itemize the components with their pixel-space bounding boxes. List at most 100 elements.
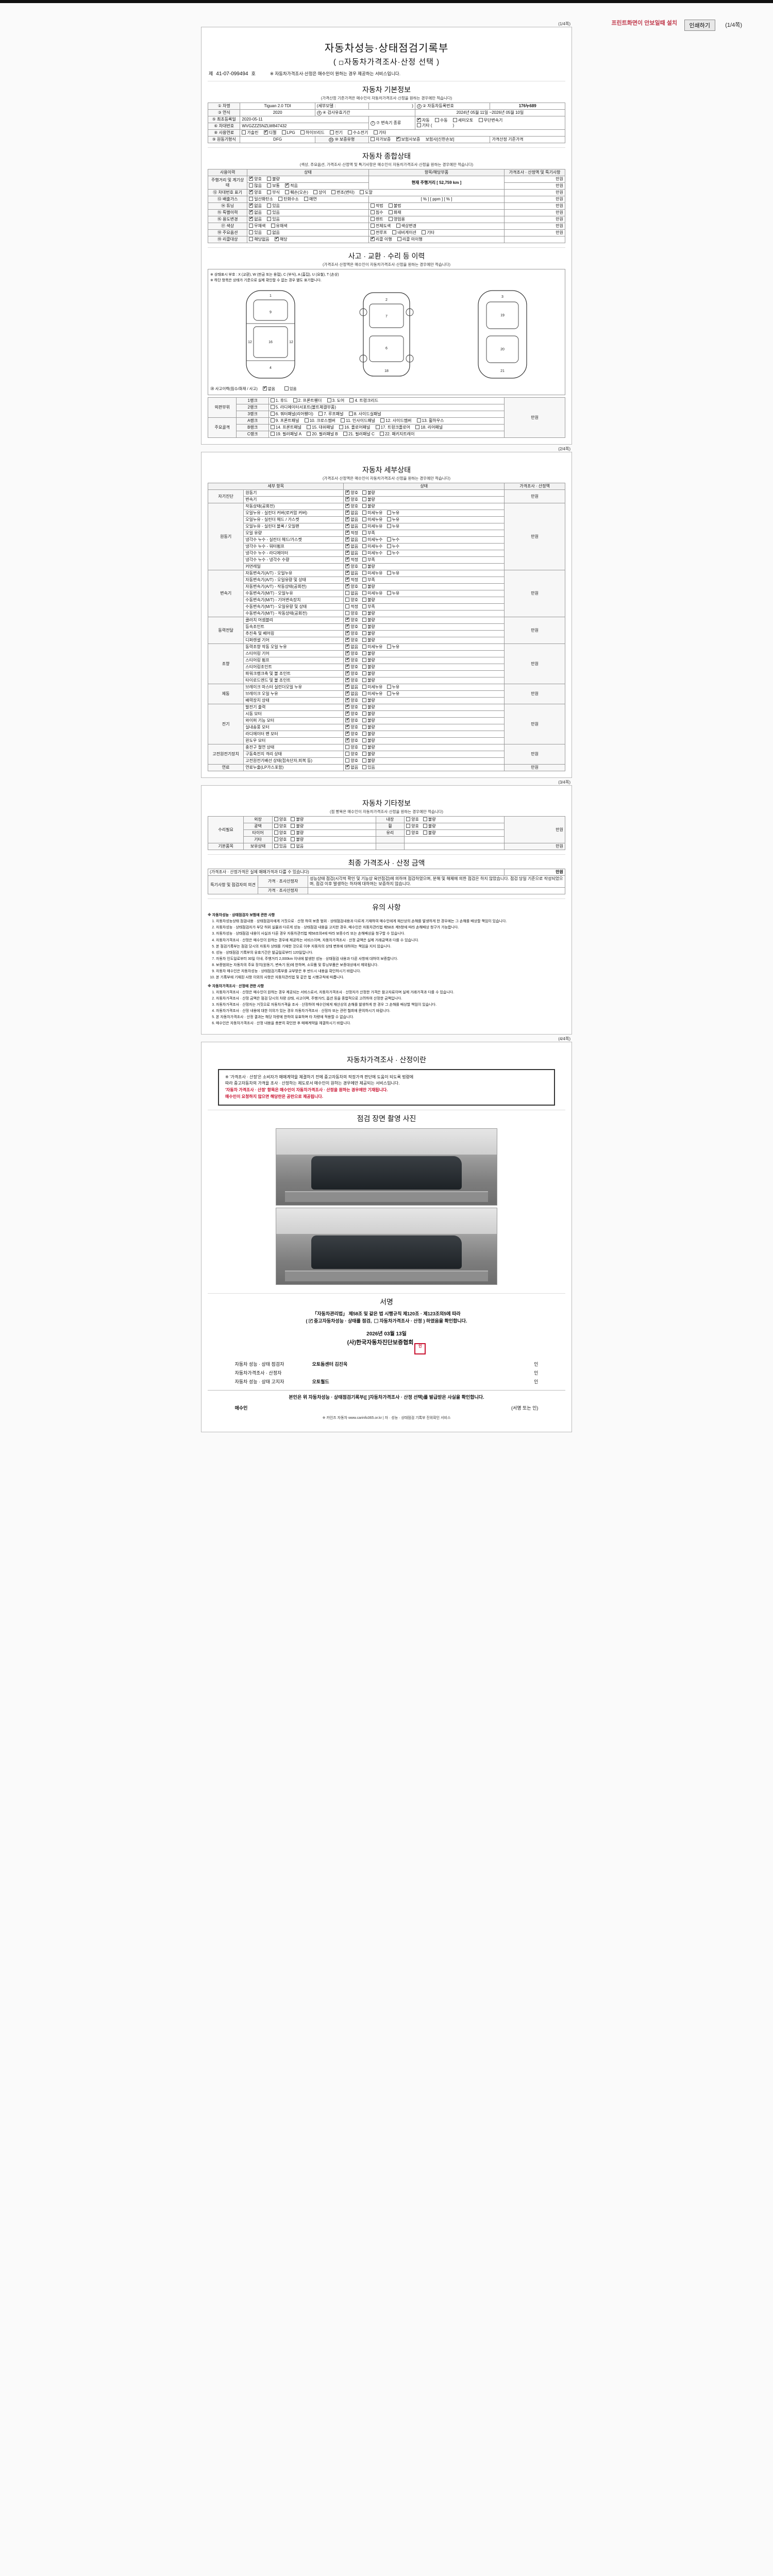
- opt-d42[interactable]: 적정: [345, 604, 358, 609]
- opt-d85[interactable]: 양호: [345, 737, 358, 743]
- opt-d39[interactable]: 누유: [386, 591, 399, 596]
- opt-d0[interactable]: 양호: [345, 489, 358, 496]
- checkbox-d68[interactable]: [362, 685, 367, 689]
- checkbox-d65[interactable]: [345, 677, 350, 682]
- color-opt-chromatic[interactable]: 유채색: [271, 224, 288, 229]
- checkbox-d21[interactable]: [362, 544, 367, 548]
- checkbox-colorchange[interactable]: [396, 224, 400, 228]
- opt-d83[interactable]: 양호: [345, 731, 358, 737]
- checkbox-recall-done[interactable]: [370, 236, 375, 241]
- checkbox-insurer-warranty[interactable]: [396, 136, 400, 141]
- opt-d35[interactable]: 양호: [345, 583, 358, 589]
- checkbox-d54[interactable]: [345, 643, 350, 649]
- checkbox-auto[interactable]: [416, 117, 421, 122]
- checkbox-tuning-none[interactable]: [249, 202, 254, 208]
- checkbox-e105[interactable]: [406, 831, 411, 835]
- transmission-opt-cvt[interactable]: 무단변속기: [478, 117, 502, 123]
- checkbox-wheel-house[interactable]: [416, 418, 421, 422]
- checkbox-d13[interactable]: [362, 524, 367, 528]
- opt-e103[interactable]: 양호: [274, 831, 287, 836]
- checkbox-tuning-illegal[interactable]: [388, 204, 393, 208]
- opt-d52[interactable]: 양호: [345, 637, 358, 643]
- checkbox-trunk-lid[interactable]: [349, 398, 354, 402]
- checkbox-e109[interactable]: [274, 844, 278, 848]
- checkbox-co[interactable]: [249, 197, 254, 201]
- opt-d41[interactable]: 불량: [362, 598, 375, 603]
- color-item-colorchange[interactable]: 색상변경: [396, 224, 416, 229]
- checkbox-d34[interactable]: [362, 578, 367, 582]
- transmission-opt-manual[interactable]: 수동: [434, 117, 448, 123]
- usechange-opt-yes[interactable]: 있음: [267, 217, 280, 222]
- checkbox-radiator-support[interactable]: [270, 405, 275, 409]
- options-opt-yes[interactable]: 있음: [249, 230, 262, 235]
- opt-d40[interactable]: 양호: [345, 598, 358, 603]
- vin-opt-differ[interactable]: 상이: [313, 190, 326, 195]
- opt-d47[interactable]: 불량: [362, 618, 375, 623]
- opt-d8[interactable]: 누유: [386, 511, 399, 516]
- checkbox-d78[interactable]: [362, 711, 367, 716]
- checkbox-special-none[interactable]: [249, 209, 254, 214]
- checkbox-d73[interactable]: [345, 697, 350, 702]
- opt-d69[interactable]: 누유: [386, 685, 399, 690]
- opt-d72[interactable]: 누유: [386, 691, 399, 697]
- checkbox-front-fender[interactable]: [293, 398, 297, 402]
- checkbox-d61[interactable]: [345, 664, 350, 669]
- checkbox-trans-other[interactable]: [416, 123, 421, 127]
- checkbox-d0[interactable]: [345, 489, 350, 495]
- options-opt-none[interactable]: 없음: [267, 230, 280, 235]
- opt-d18[interactable]: 미세누수: [362, 537, 383, 543]
- checkbox-d30[interactable]: [345, 570, 350, 575]
- checkbox-gasoline[interactable]: [242, 130, 246, 134]
- checkbox-d83[interactable]: [345, 731, 350, 736]
- opt-d79[interactable]: 양호: [345, 717, 358, 723]
- checkbox-d26[interactable]: [345, 556, 350, 562]
- checkbox-d91[interactable]: [345, 758, 350, 762]
- checkbox-side-sill[interactable]: [348, 412, 353, 416]
- checkbox-trunk-floor[interactable]: [375, 425, 380, 429]
- fuel-opt-lpg[interactable]: LPG: [281, 130, 295, 135]
- checkbox-commercial[interactable]: [388, 217, 393, 221]
- checkbox-d11[interactable]: [386, 517, 391, 521]
- item-radiator-support[interactable]: 5. 라디에이터서포트(볼트체결부품): [270, 405, 336, 410]
- checkbox-tuning-legal[interactable]: [370, 204, 375, 208]
- checkbox-d48[interactable]: [345, 623, 350, 629]
- opt-d64[interactable]: 불량: [362, 671, 375, 676]
- opt-d26[interactable]: 적정: [345, 556, 358, 563]
- checkbox-d76[interactable]: [362, 705, 367, 709]
- special-opt-yes[interactable]: 있음: [267, 210, 280, 215]
- opt-d70[interactable]: 없음: [345, 690, 358, 697]
- opt-d20[interactable]: 없음: [345, 543, 358, 549]
- checkbox-d25[interactable]: [386, 551, 391, 555]
- opt-d65[interactable]: 양호: [345, 677, 358, 683]
- checkbox-d84[interactable]: [362, 732, 367, 736]
- checkbox-d18[interactable]: [362, 537, 367, 541]
- opt-d63[interactable]: 양호: [345, 670, 358, 676]
- opt-e104[interactable]: 불량: [291, 831, 304, 836]
- opt-d5[interactable]: 불량: [362, 504, 375, 509]
- emission-opt-co[interactable]: 일산화탄소: [249, 197, 273, 202]
- opt-d75[interactable]: 양호: [345, 704, 358, 710]
- opt-d46[interactable]: 양호: [345, 617, 358, 623]
- item-inside-panel[interactable]: 11. 인사이드패널: [341, 418, 375, 423]
- checkbox-recall-applicable[interactable]: [274, 236, 279, 241]
- checkbox-accident-yes[interactable]: [284, 386, 289, 391]
- opt-d73[interactable]: 양호: [345, 697, 358, 703]
- opt-d56[interactable]: 누유: [386, 645, 399, 650]
- checkbox-d8[interactable]: [386, 511, 391, 515]
- checkbox-gauge-normal[interactable]: [267, 183, 272, 188]
- options-item-navigation[interactable]: 네비게이션: [392, 230, 416, 235]
- checkbox-d64[interactable]: [362, 671, 367, 675]
- checkbox-d42[interactable]: [345, 604, 350, 608]
- checkbox-d44[interactable]: [345, 611, 350, 615]
- checkbox-d66[interactable]: [362, 678, 367, 682]
- checkbox-recall-notdone[interactable]: [397, 237, 401, 241]
- checkbox-d70[interactable]: [345, 690, 350, 696]
- opt-d16[interactable]: 부족: [362, 531, 375, 536]
- checkbox-rear-panel[interactable]: [415, 425, 420, 429]
- gauge-opt-few[interactable]: 적음: [285, 182, 298, 189]
- opt-d27[interactable]: 부족: [362, 557, 375, 563]
- checkbox-roof-panel[interactable]: [318, 412, 323, 416]
- checkbox-usechange-yes[interactable]: [267, 217, 272, 221]
- checkbox-d6[interactable]: [345, 510, 350, 515]
- checkbox-lpg[interactable]: [281, 130, 286, 134]
